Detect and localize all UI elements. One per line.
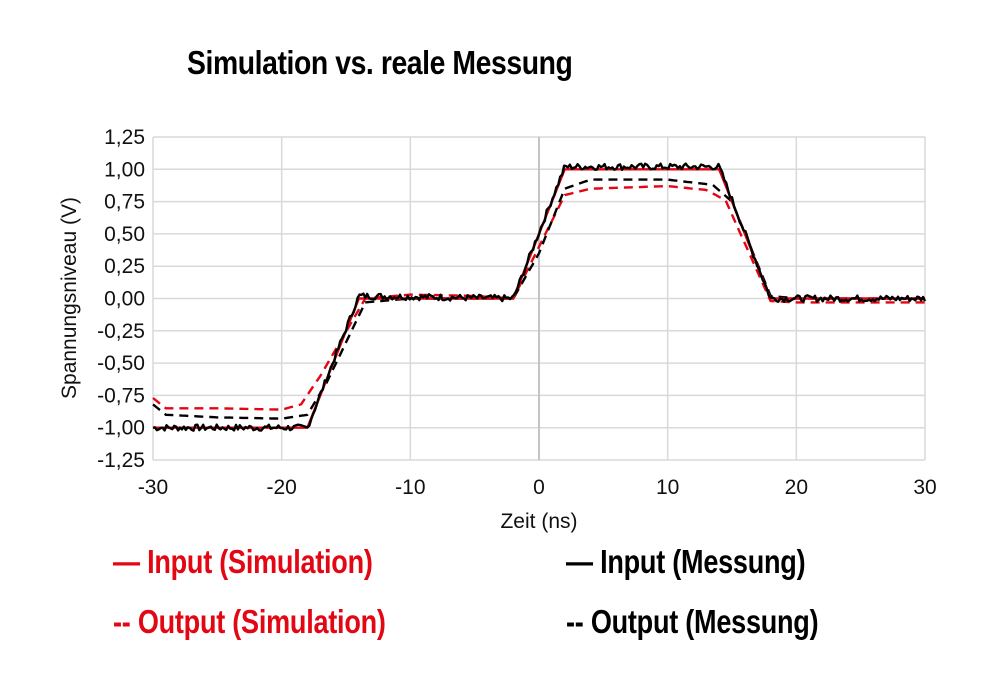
- series-line: [152, 162, 927, 432]
- x-tick-label: -10: [395, 476, 425, 499]
- x-tick-label: 0: [533, 476, 545, 499]
- y-tick-label: 1,00: [104, 158, 145, 181]
- axis-ticks: 1,25 1,00 0,75 0,50 0,25 0,00 -0,25 -0,50 -0,75 -…: [97, 126, 937, 499]
- legend-input-messung: — Input (Messung): [566, 543, 806, 580]
- y-tick-label: -1,00: [97, 417, 145, 440]
- legend-dashed-line-icon: --: [113, 603, 131, 640]
- y-tick-label: 1,25: [104, 126, 145, 149]
- x-tick-label: 20: [785, 476, 808, 499]
- y-tick-label: -0,25: [97, 320, 145, 343]
- legend-solid-line-icon: —: [113, 543, 140, 580]
- legend-output-simulation: -- Output (Simulation): [113, 603, 386, 640]
- x-tick-label: 30: [913, 476, 936, 499]
- legend-dashed-line-icon: --: [566, 603, 584, 640]
- y-tick-label: 0,25: [104, 255, 145, 278]
- data-lines: [152, 162, 927, 432]
- legend-input-simulation: — Input (Simulation): [113, 543, 373, 580]
- legend-output-messung: -- Output (Messung): [566, 603, 819, 640]
- y-tick-label: -0,50: [97, 352, 145, 375]
- y-tick-label: -1,25: [97, 449, 145, 472]
- x-tick-label: -30: [138, 476, 168, 499]
- y-tick-label: -0,75: [97, 384, 145, 407]
- series-line: [152, 184, 925, 411]
- legend-solid-line-icon: —: [566, 543, 593, 580]
- x-axis-label: Zeit (ns): [500, 510, 577, 533]
- grid: [152, 136, 926, 461]
- x-tick-label: -20: [266, 476, 296, 499]
- chart-title: Simulation vs. reale Messung: [187, 44, 573, 81]
- y-axis-label: Spannungsniveau (V): [58, 197, 81, 399]
- y-tick-label: 0,75: [104, 191, 145, 214]
- y-tick-label: 0,00: [104, 288, 145, 311]
- y-tick-label: 0,50: [104, 223, 145, 246]
- x-tick-label: 10: [656, 476, 679, 499]
